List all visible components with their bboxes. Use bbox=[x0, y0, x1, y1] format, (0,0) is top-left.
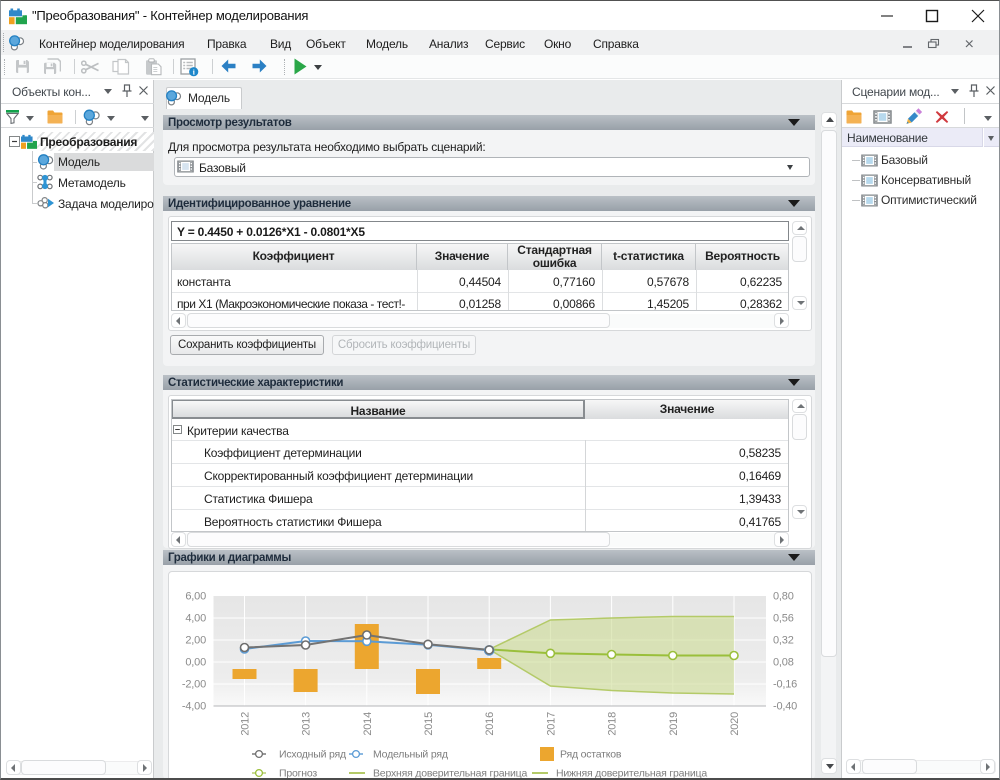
svg-text:-0,40: -0,40 bbox=[773, 701, 797, 713]
svg-text:2018: 2018 bbox=[607, 712, 619, 736]
svg-text:2,00: 2,00 bbox=[185, 635, 206, 647]
svg-text:0,56: 0,56 bbox=[773, 613, 794, 625]
svg-text:-0,16: -0,16 bbox=[773, 679, 797, 691]
svg-text:2013: 2013 bbox=[301, 712, 313, 736]
svg-text:0,08: 0,08 bbox=[773, 657, 794, 669]
svg-text:4,00: 4,00 bbox=[185, 613, 206, 625]
svg-text:i: i bbox=[193, 68, 195, 77]
svg-text:2015: 2015 bbox=[423, 712, 435, 736]
svg-text:-2,00: -2,00 bbox=[182, 679, 206, 691]
svg-text:Ряд остатков: Ряд остатков bbox=[560, 749, 622, 761]
svg-text:2012: 2012 bbox=[240, 712, 252, 736]
svg-text:Модельный ряд: Модельный ряд bbox=[373, 749, 448, 761]
svg-text:Прогноз: Прогноз bbox=[279, 768, 317, 780]
svg-text:2014: 2014 bbox=[362, 712, 374, 736]
svg-text:0,80: 0,80 bbox=[773, 591, 794, 603]
svg-text:Нижняя доверительная граница: Нижняя доверительная граница bbox=[556, 768, 707, 780]
svg-text:Исходный ряд: Исходный ряд bbox=[279, 749, 346, 761]
svg-text:2016: 2016 bbox=[484, 712, 496, 736]
svg-text:2017: 2017 bbox=[545, 712, 557, 736]
svg-text:Верхняя доверительная граница: Верхняя доверительная граница bbox=[373, 768, 527, 780]
svg-text:2020: 2020 bbox=[729, 712, 741, 736]
svg-text:0,00: 0,00 bbox=[185, 657, 206, 669]
svg-text:2019: 2019 bbox=[668, 712, 680, 736]
svg-text:-4,00: -4,00 bbox=[182, 701, 206, 713]
svg-text:0,32: 0,32 bbox=[773, 635, 794, 647]
svg-text:6,00: 6,00 bbox=[185, 591, 206, 603]
